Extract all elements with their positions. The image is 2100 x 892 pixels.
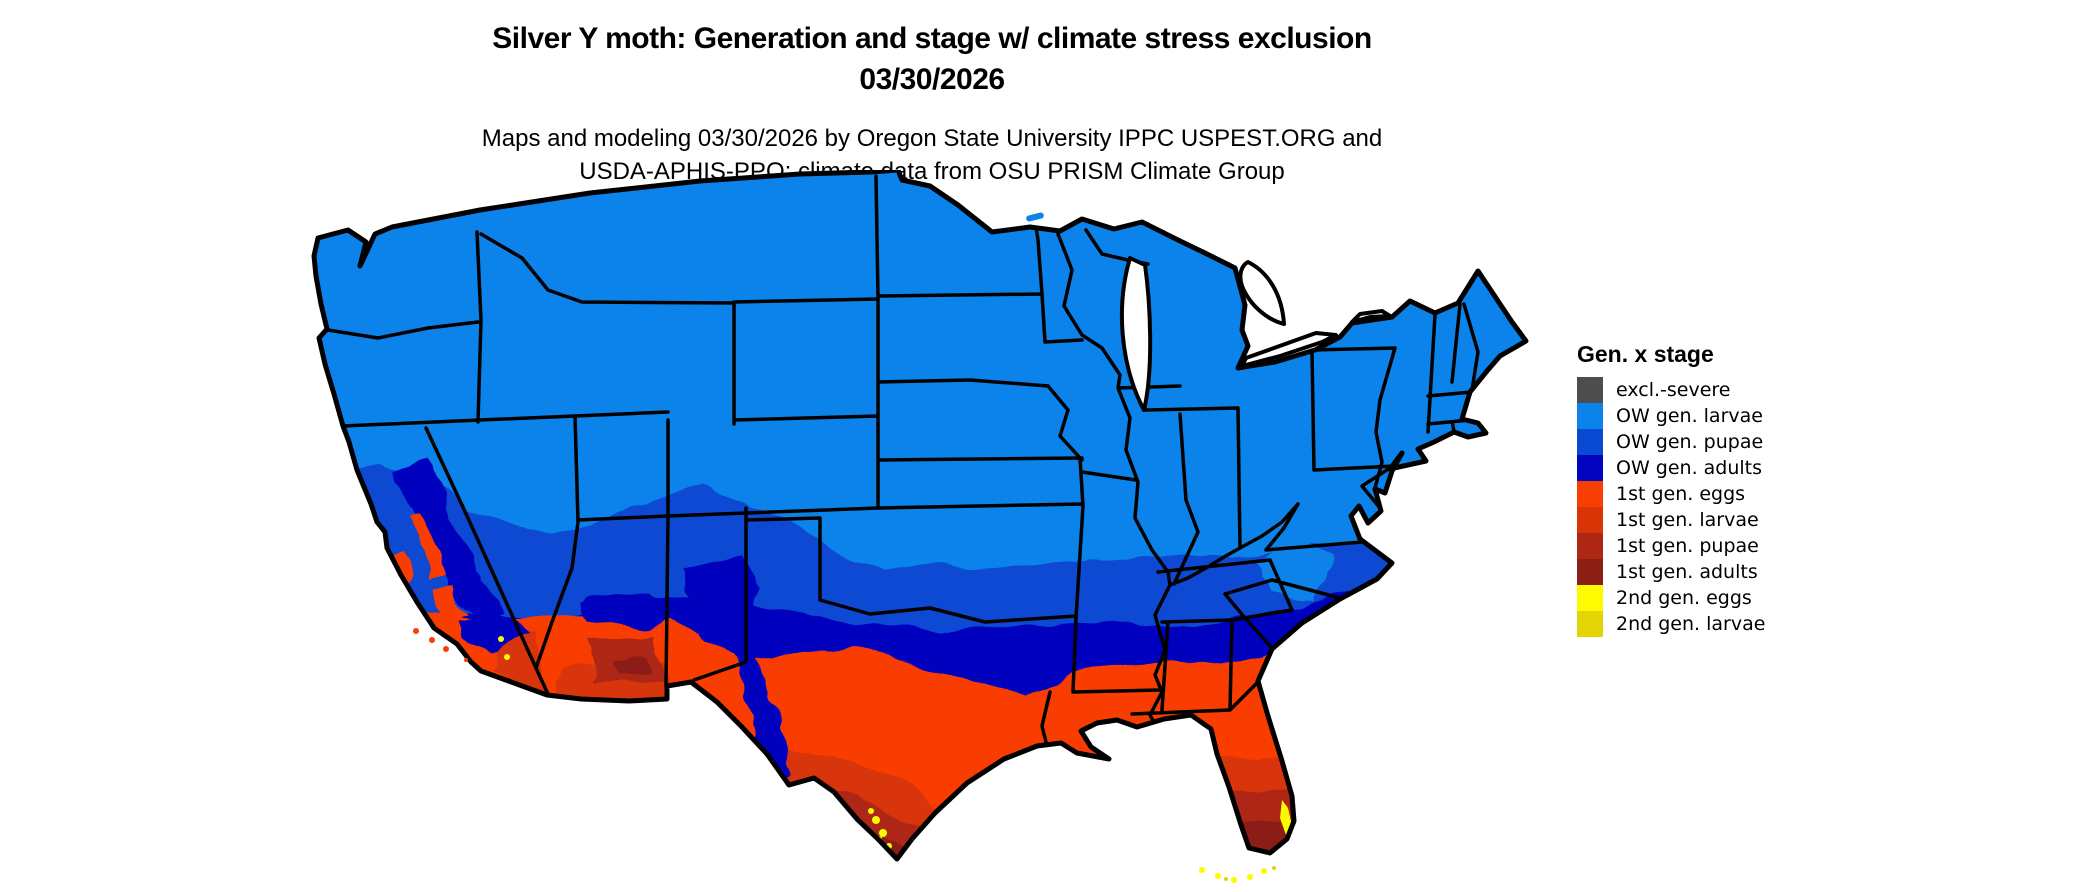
map-subtitle: Maps and modeling 03/30/2026 by Oregon S… bbox=[0, 122, 1864, 188]
state-borders bbox=[326, 174, 1480, 760]
legend-item: 2nd gen. larvae bbox=[1577, 611, 1765, 637]
legend-item: 1st gen. adults bbox=[1577, 559, 1765, 585]
us-outline bbox=[311, 170, 1529, 862]
map-color-fill bbox=[314, 170, 1526, 859]
legend-item: 1st gen. eggs bbox=[1577, 481, 1765, 507]
subtitle-line-1: Maps and modeling 03/30/2026 by Oregon S… bbox=[481, 125, 1383, 152]
legend-title: Gen. x stage bbox=[1577, 341, 1714, 367]
legend-swatch bbox=[1577, 611, 1603, 637]
legend-label: excl.-severe bbox=[1616, 379, 1731, 401]
lake-huron bbox=[1238, 260, 1286, 326]
title-line-1: Silver Y moth: Generation and stage w/ c… bbox=[492, 22, 1372, 55]
legend-item: OW gen. larvae bbox=[1577, 403, 1765, 429]
legend-swatch bbox=[1577, 403, 1603, 429]
legend-label: OW gen. pupae bbox=[1616, 431, 1764, 453]
title-date: 03/30/2026 bbox=[859, 63, 1005, 96]
legend-item: 1st gen. larvae bbox=[1577, 507, 1765, 533]
legend-label: 2nd gen. larvae bbox=[1616, 613, 1766, 635]
legend-label: 1st gen. eggs bbox=[1616, 483, 1746, 505]
legend-item: 1st gen. pupae bbox=[1577, 533, 1765, 559]
legend-label: 1st gen. pupae bbox=[1616, 535, 1759, 557]
legend-swatch bbox=[1577, 585, 1603, 611]
map-title: Silver Y moth: Generation and stage w/ c… bbox=[0, 18, 1864, 100]
offshore-islands bbox=[413, 212, 1276, 883]
legend-swatch bbox=[1577, 377, 1603, 403]
legend-label: 1st gen. larvae bbox=[1616, 509, 1759, 531]
legend-swatch bbox=[1577, 455, 1603, 481]
lake-erie bbox=[1240, 331, 1338, 368]
legend-label: 1st gen. adults bbox=[1616, 561, 1758, 583]
legend: Gen. x stage excl.-severe OW gen. larvae O… bbox=[1577, 341, 1765, 637]
legend-label: OW gen. larvae bbox=[1616, 405, 1763, 427]
us-map bbox=[230, 170, 1550, 892]
legend-items: excl.-severe OW gen. larvae OW gen. pupae O… bbox=[1577, 377, 1765, 637]
legend-label: OW gen. adults bbox=[1616, 457, 1763, 479]
legend-swatch bbox=[1577, 481, 1603, 507]
legend-item: 2nd gen. eggs bbox=[1577, 585, 1765, 611]
legend-swatch bbox=[1577, 507, 1603, 533]
great-lakes bbox=[1119, 256, 1392, 412]
legend-item: OW gen. adults bbox=[1577, 455, 1765, 481]
legend-swatch bbox=[1577, 533, 1603, 559]
florida-keys bbox=[1199, 866, 1276, 883]
lake-michigan bbox=[1119, 256, 1153, 412]
legend-label: 2nd gen. eggs bbox=[1616, 587, 1752, 609]
us-map-svg bbox=[311, 170, 1529, 883]
legend-item: excl.-severe bbox=[1577, 377, 1765, 403]
legend-swatch bbox=[1577, 429, 1603, 455]
legend-swatch bbox=[1577, 559, 1603, 585]
legend-item: OW gen. pupae bbox=[1577, 429, 1765, 455]
